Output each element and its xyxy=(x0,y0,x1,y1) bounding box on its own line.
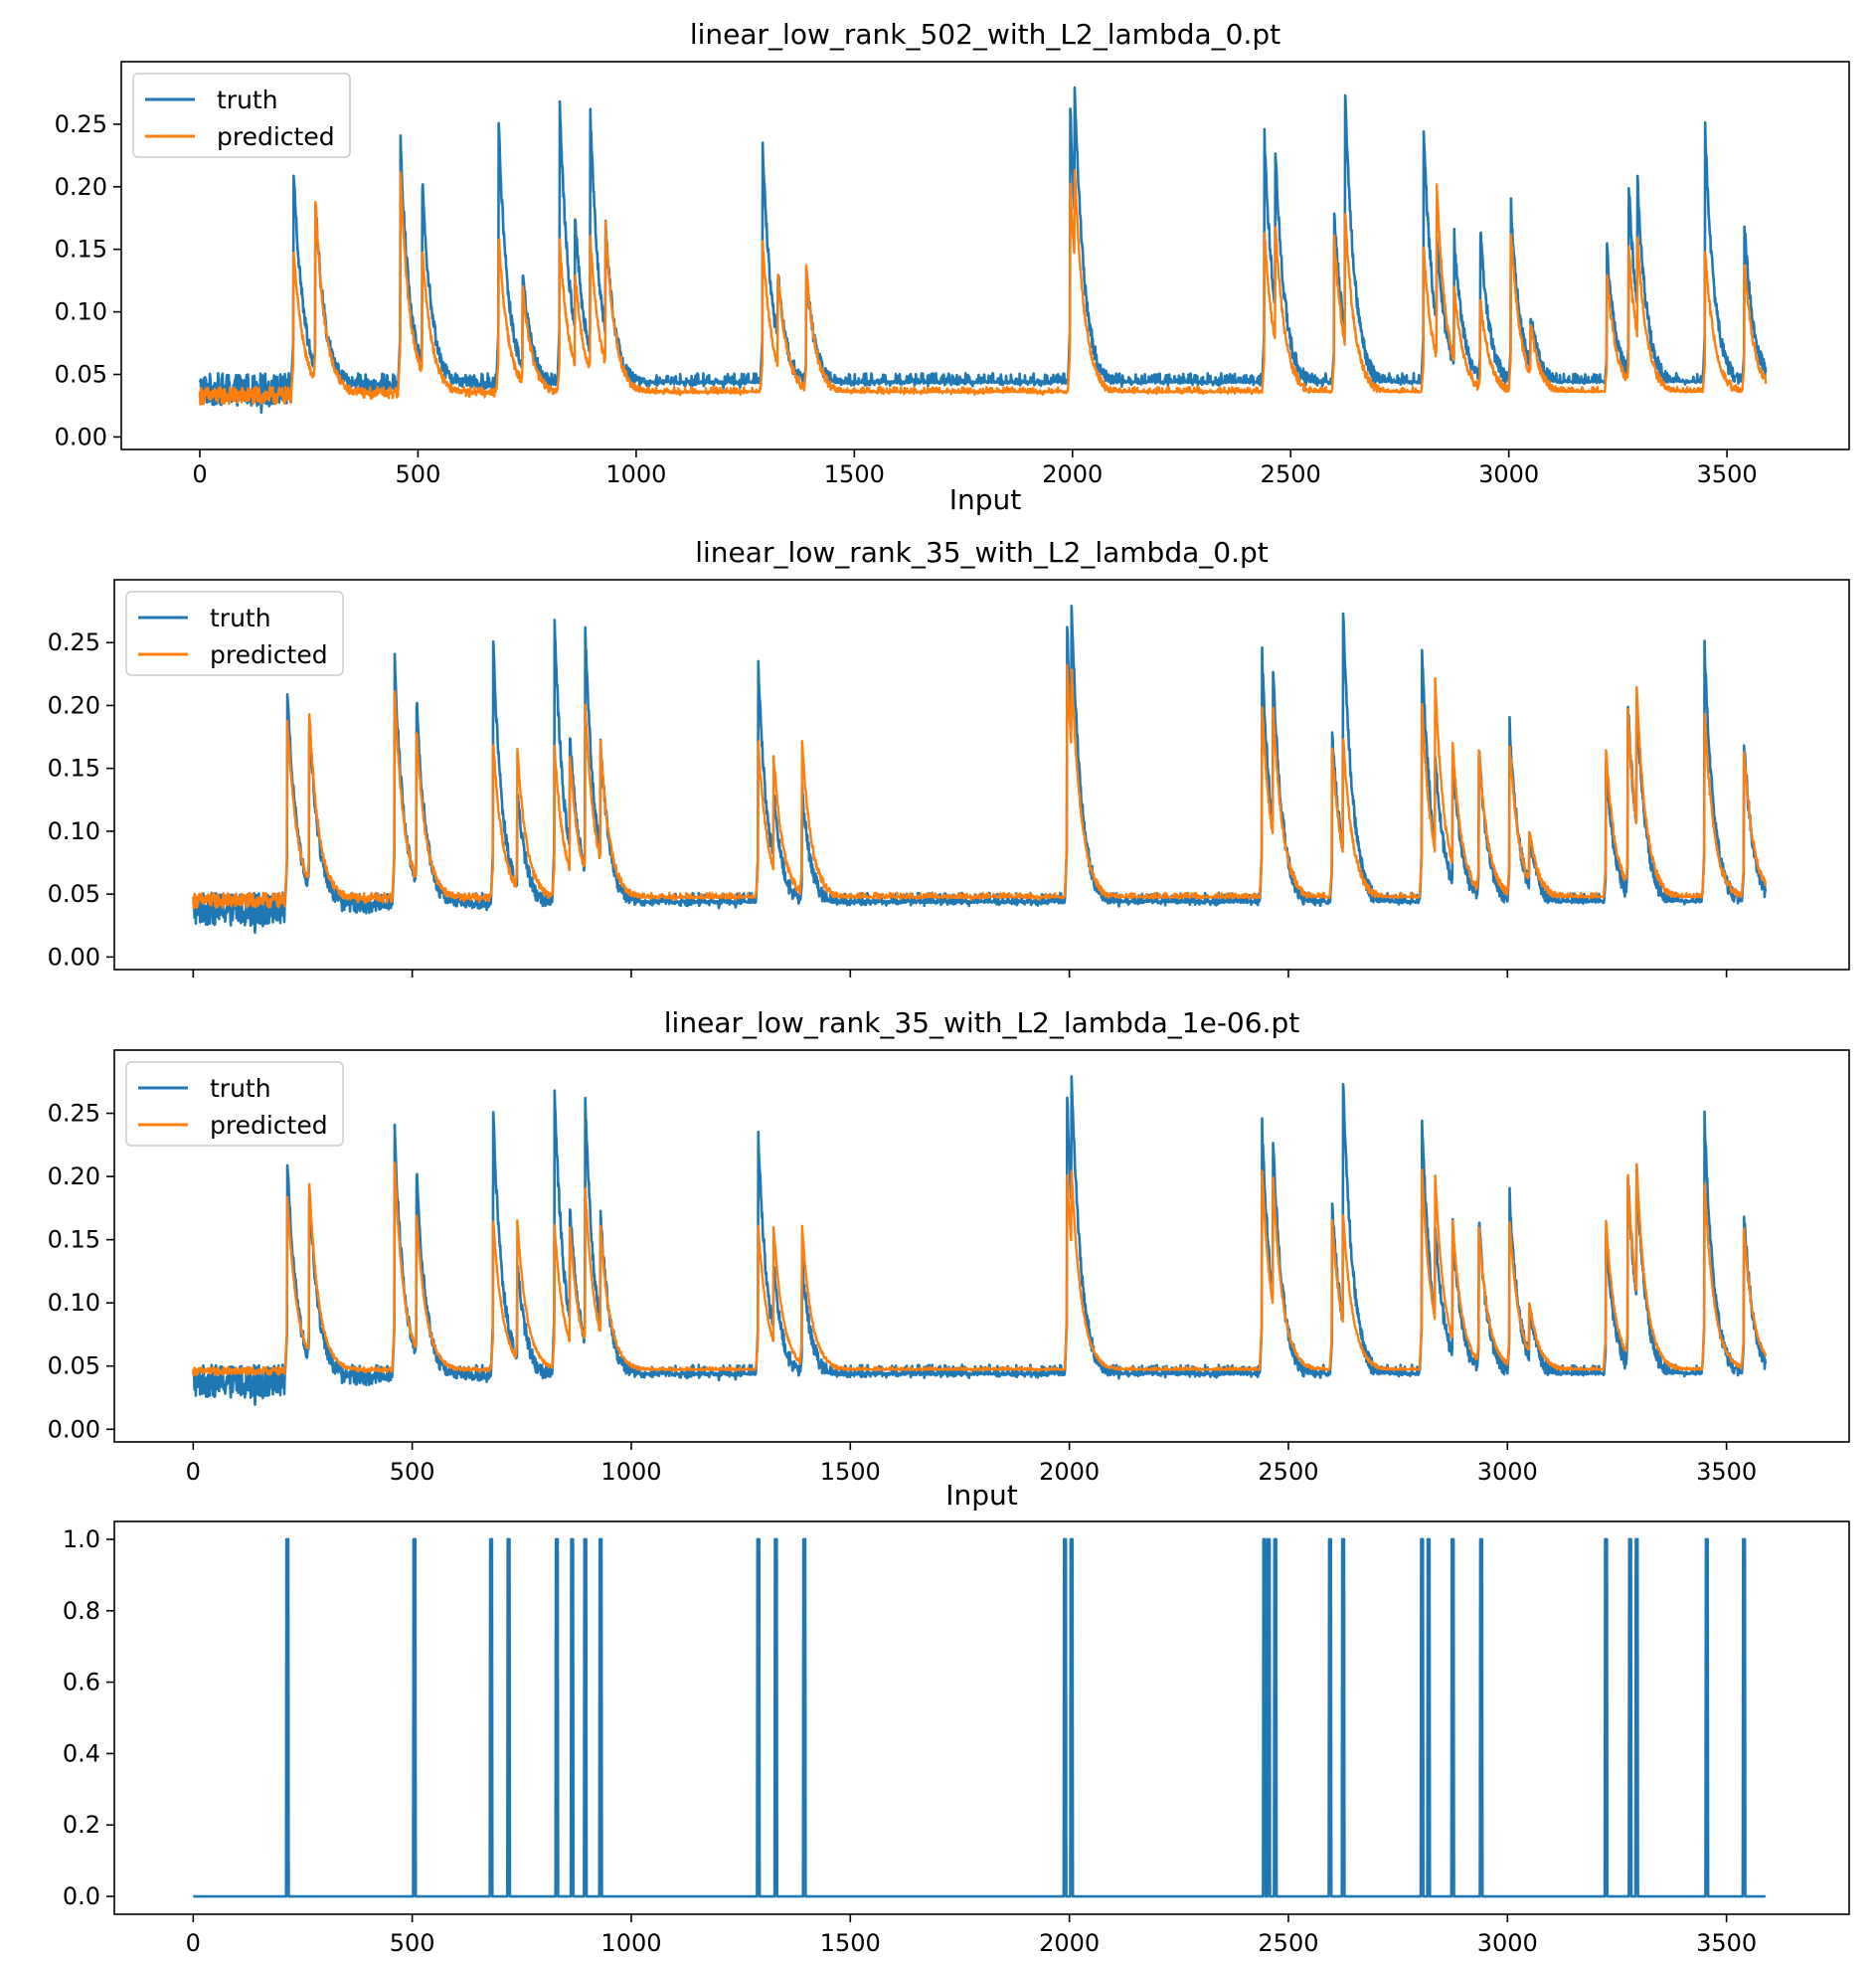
x-tick-label: 3500 xyxy=(1696,1929,1757,1957)
subplot-3: 0.00 0.05 0.10 0.15 0.20 0.25 0 500 1000 1500 2000… xyxy=(48,1006,1850,1512)
plot-area xyxy=(192,1075,1768,1406)
y-tick-label: 0.15 xyxy=(55,236,107,264)
axes-frame xyxy=(113,1049,1850,1443)
y-tick-label: 0.0 xyxy=(63,1882,100,1910)
x-tick-label: 3000 xyxy=(1477,1458,1538,1486)
legend-label-predicted: predicted xyxy=(217,122,335,151)
y-tick-label: 0.10 xyxy=(48,817,100,845)
legend: truth predicted xyxy=(132,73,351,158)
chart-title: linear_low_rank_35_with_L2_lambda_0.pt xyxy=(695,536,1268,569)
y-tick-label: 0.10 xyxy=(48,1289,100,1317)
x-tick-label: 0 xyxy=(186,1458,201,1486)
plot-area xyxy=(192,604,1768,935)
y-tick-label: 0.4 xyxy=(63,1739,100,1767)
y-tick-label: 0.15 xyxy=(48,1226,100,1254)
y-tick-label: 0.05 xyxy=(55,361,107,389)
y-tick-label: 0.25 xyxy=(48,1100,100,1128)
x-tick-label: 1000 xyxy=(605,460,666,488)
subplot-4: 0.0 0.2 0.4 0.6 0.8 1.0 0 500 1000 1500 2000 2500 30… xyxy=(63,1520,1850,1957)
y-tick-label: 0.2 xyxy=(63,1811,100,1839)
legend-label-predicted: predicted xyxy=(210,640,328,669)
x-tick-label: 3000 xyxy=(1478,460,1539,488)
x-tick-label: 1000 xyxy=(600,1458,661,1486)
legend-label-predicted: predicted xyxy=(210,1111,328,1140)
x-tick-label: 500 xyxy=(396,460,441,488)
axes-frame xyxy=(120,61,1850,450)
y-tick-label: 0.8 xyxy=(63,1597,100,1625)
x-tick-label: 0 xyxy=(186,1929,201,1957)
x-tick-label: 1500 xyxy=(824,460,885,488)
plot-area xyxy=(198,86,1768,415)
y-tick-label: 0.6 xyxy=(63,1669,100,1696)
chart-title: linear_low_rank_35_with_L2_lambda_1e-06.… xyxy=(664,1006,1299,1039)
x-tick-label: 3500 xyxy=(1697,460,1758,488)
x-tick-label: 2000 xyxy=(1039,1458,1100,1486)
input-line xyxy=(192,1537,1767,1898)
y-tick-label: 0.00 xyxy=(55,423,107,450)
y-tick-label: 0.20 xyxy=(55,173,107,201)
axes-frame xyxy=(113,1520,1850,1915)
y-tick-label: 0.05 xyxy=(48,880,100,908)
legend-label-truth: truth xyxy=(210,604,271,632)
predicted-line xyxy=(192,1161,1768,1376)
y-tick-label: 0.10 xyxy=(55,298,107,326)
y-tick-label: 0.25 xyxy=(48,628,100,656)
legend: truth predicted xyxy=(125,591,344,676)
y-tick-label: 0.20 xyxy=(48,1162,100,1190)
x-tick-label: 3500 xyxy=(1696,1458,1757,1486)
x-tick-label: 500 xyxy=(390,1929,435,1957)
x-tick-label: 2500 xyxy=(1261,460,1321,488)
legend: truth predicted xyxy=(125,1061,344,1147)
y-tick-label: 1.0 xyxy=(63,1525,100,1553)
x-axis-label: Input xyxy=(949,483,1022,516)
y-tick-label: 0.05 xyxy=(48,1352,100,1380)
x-tick-label: 1000 xyxy=(600,1929,661,1957)
y-tick-label: 0.25 xyxy=(55,110,107,138)
legend-label-truth: truth xyxy=(217,86,278,114)
x-tick-label: 2000 xyxy=(1042,460,1103,488)
x-axis-label: Input xyxy=(945,1479,1018,1512)
truth-line xyxy=(198,86,1768,415)
subplot-1: 0.00 0.05 0.10 0.15 0.20 0.25 0 500 1000 1500 2000… xyxy=(55,18,1850,516)
truth-line xyxy=(192,604,1768,935)
predicted-line xyxy=(198,169,1768,406)
x-tick-label: 2500 xyxy=(1258,1929,1318,1957)
x-tick-label: 500 xyxy=(390,1458,435,1486)
truth-line xyxy=(192,1075,1768,1406)
x-tick-label: 1500 xyxy=(820,1458,881,1486)
y-tick-label: 0.00 xyxy=(48,1415,100,1443)
x-tick-label: 3000 xyxy=(1477,1929,1538,1957)
y-tick-label: 0.15 xyxy=(48,755,100,783)
predicted-line xyxy=(192,663,1768,910)
legend-label-truth: truth xyxy=(210,1074,271,1103)
chart-title: linear_low_rank_502_with_L2_lambda_0.pt xyxy=(690,18,1280,51)
y-tick-label: 0.00 xyxy=(48,943,100,971)
plot-area xyxy=(192,1537,1767,1898)
y-tick-label: 0.20 xyxy=(48,691,100,719)
x-tick-label: 2500 xyxy=(1258,1458,1318,1486)
x-tick-label: 2000 xyxy=(1039,1929,1100,1957)
subplot-2: 0.00 0.05 0.10 0.15 0.20 0.25 linear_low_rank_… xyxy=(48,536,1850,978)
x-tick-label: 1500 xyxy=(820,1929,881,1957)
axes-frame xyxy=(113,579,1850,971)
x-tick-label: 0 xyxy=(192,460,207,488)
